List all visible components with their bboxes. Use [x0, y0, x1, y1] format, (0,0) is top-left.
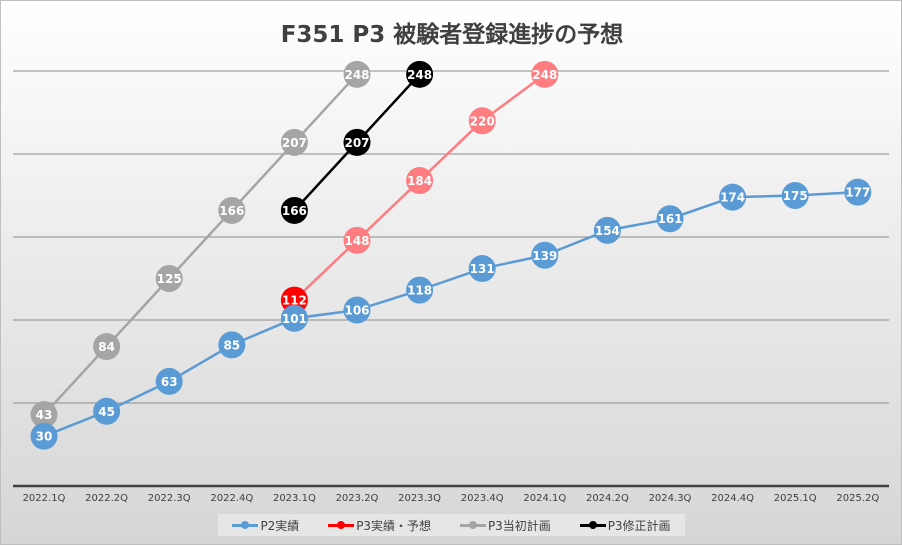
data-label: 161 [657, 212, 682, 226]
data-point [531, 241, 559, 269]
data-point [30, 401, 58, 429]
legend-marker-icon [579, 520, 606, 529]
legend-marker-icon [459, 520, 486, 529]
x-tick-label: 2024.1Q [523, 493, 566, 504]
data-label: 63 [161, 375, 178, 389]
x-tick-label: 2024.3Q [649, 493, 692, 504]
data-label: 207 [344, 136, 369, 150]
data-point [93, 333, 121, 361]
data-point [218, 196, 246, 224]
data-label: 84 [98, 340, 115, 354]
x-tick-label: 2025.2Q [836, 493, 879, 504]
data-point [218, 331, 246, 359]
data-label: 30 [36, 430, 53, 444]
data-point [155, 265, 183, 292]
data-label: 43 [36, 408, 53, 422]
data-label: 248 [532, 68, 557, 82]
data-point [406, 167, 434, 195]
legend-item: P2実績 [232, 517, 299, 534]
series-line [43, 73, 358, 416]
legend-label: P3実績・予想 [356, 518, 432, 533]
x-tick-label: 2024.4Q [711, 493, 754, 504]
data-point [719, 183, 747, 211]
data-label: 207 [282, 136, 307, 150]
legend-item: P3実績・予想 [328, 517, 431, 534]
data-label: 131 [470, 262, 495, 276]
data-point [844, 178, 872, 206]
data-label: 248 [407, 68, 432, 82]
data-label: 248 [344, 68, 369, 82]
data-label: 220 [470, 114, 495, 128]
legend-label: P2実績 [260, 518, 300, 533]
data-label: 139 [532, 249, 557, 263]
data-label: 106 [344, 304, 369, 318]
data-point [93, 397, 121, 425]
data-label: 166 [219, 204, 244, 218]
data-point [531, 60, 559, 88]
x-tick-label: 2022.3Q [148, 493, 191, 504]
data-label: 125 [157, 272, 182, 286]
data-point [30, 422, 58, 450]
x-tick-label: 2025.1Q [774, 493, 817, 504]
x-tick-label: 2023.2Q [336, 493, 379, 504]
data-point [406, 60, 434, 88]
x-tick-label: 2023.4Q [461, 493, 504, 504]
legend-item: P3修正計画 [579, 517, 671, 534]
data-point [468, 107, 496, 135]
x-tick-label: 2024.2Q [586, 493, 629, 504]
series-line [43, 190, 858, 438]
data-label: 148 [344, 234, 369, 248]
data-label: 174 [720, 191, 745, 205]
data-point [280, 128, 308, 156]
data-point [468, 255, 496, 283]
data-label: 166 [282, 204, 307, 218]
data-label: 154 [595, 224, 620, 238]
legend: P2実績 P3実績・予想 P3当初計画 P3修正計画 [218, 514, 685, 536]
data-label: 101 [282, 312, 307, 326]
data-point [280, 196, 308, 224]
data-point [593, 216, 621, 244]
x-tick-label: 2023.3Q [398, 493, 441, 504]
data-label: 184 [407, 174, 432, 188]
data-label: 177 [845, 186, 870, 200]
data-point [406, 276, 434, 304]
chart-title: F351 P3 被験者登録進捗の予想 [280, 22, 624, 48]
legend-marker-icon [232, 520, 259, 529]
data-point [343, 296, 371, 324]
x-tick-label: 2022.4Q [210, 493, 253, 504]
data-point [781, 182, 809, 209]
data-point [343, 128, 371, 156]
data-point [343, 226, 371, 254]
data-point [280, 304, 308, 332]
x-tick-label: 2023.1Q [273, 493, 316, 504]
data-point [343, 60, 371, 88]
data-label: 175 [783, 189, 808, 203]
legend-label: P3修正計画 [607, 518, 671, 533]
legend-label: P3当初計画 [487, 518, 551, 533]
data-label: 85 [223, 338, 240, 352]
data-point [155, 367, 183, 395]
legend-item: P3当初計画 [459, 517, 551, 534]
data-label: 45 [98, 405, 115, 419]
x-tick-label: 2022.1Q [23, 493, 66, 504]
legend-marker-icon [328, 520, 355, 529]
x-tick-label: 2022.2Q [85, 493, 128, 504]
data-point [656, 205, 684, 233]
data-label: 112 [282, 294, 307, 308]
data-label: 118 [407, 284, 432, 298]
